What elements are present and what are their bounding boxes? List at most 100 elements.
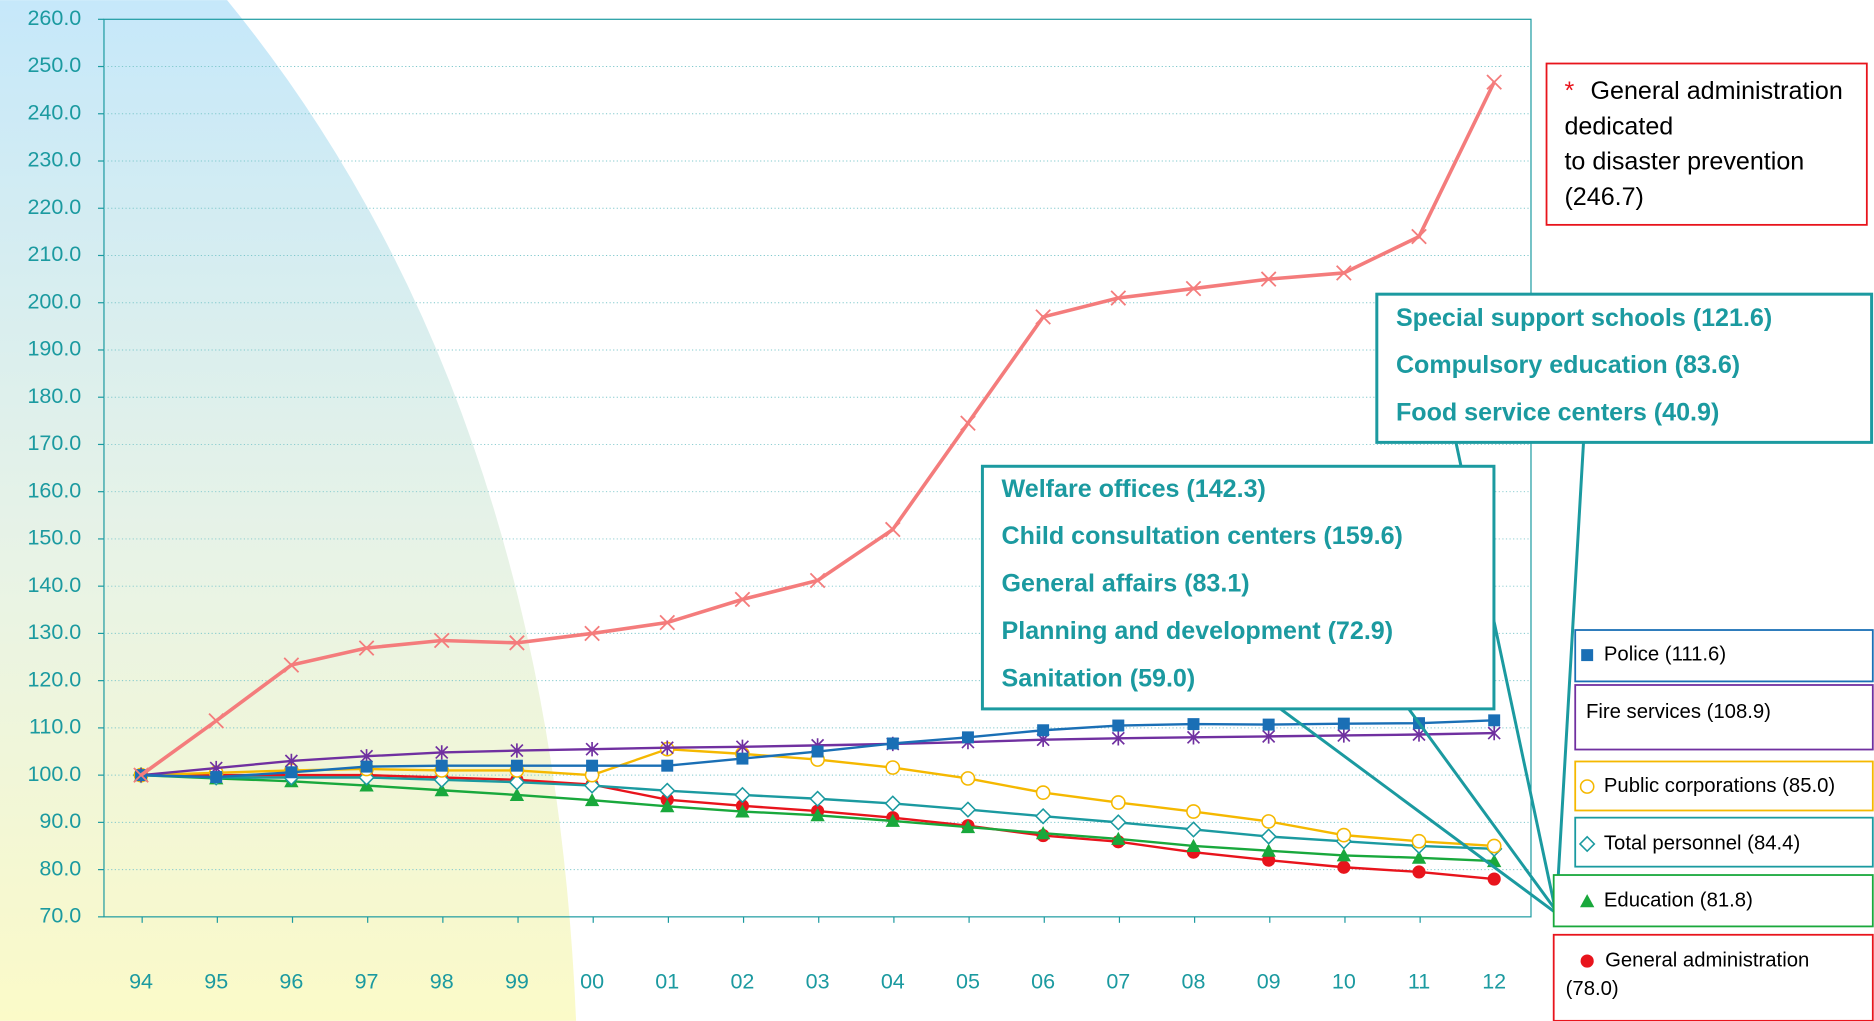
marker xyxy=(283,657,300,673)
x-tick-label: 09 xyxy=(1257,969,1281,993)
y-tick-label: 140.0 xyxy=(27,573,81,597)
marker xyxy=(1110,795,1126,810)
callout-box xyxy=(980,464,1496,711)
marker xyxy=(433,632,450,649)
marker xyxy=(960,771,976,786)
legend-label: Fire services (108.9) xyxy=(1586,701,1771,723)
marker xyxy=(1262,853,1276,867)
marker xyxy=(1411,850,1427,864)
marker xyxy=(509,635,525,651)
marker xyxy=(1186,730,1201,745)
marker xyxy=(1111,831,1126,845)
marker xyxy=(1260,271,1277,287)
x-tick-label: 08 xyxy=(1182,969,1206,993)
legend-label: Police (111.6) xyxy=(1604,643,1726,665)
x-tick-label: 07 xyxy=(1106,969,1130,993)
marker xyxy=(434,783,449,797)
marker xyxy=(1580,954,1594,968)
marker xyxy=(210,771,223,783)
callout-box xyxy=(1375,292,1874,444)
marker xyxy=(884,521,901,538)
x-tick-label: 95 xyxy=(204,969,228,993)
marker xyxy=(1035,309,1051,325)
marker xyxy=(358,640,375,656)
y-tick-label: 220.0 xyxy=(27,195,81,219)
marker xyxy=(435,759,448,772)
marker xyxy=(1486,838,1502,854)
marker xyxy=(886,737,899,750)
legend-box xyxy=(1574,629,1874,683)
marker xyxy=(810,808,825,822)
marker xyxy=(284,753,298,769)
marker xyxy=(1581,649,1594,662)
marker xyxy=(1110,290,1127,306)
x-tick-label: 10 xyxy=(1332,969,1356,993)
marker xyxy=(133,767,149,783)
marker xyxy=(1486,74,1502,90)
marker xyxy=(734,591,751,608)
x-tick-label: 94 xyxy=(129,969,153,993)
marker xyxy=(586,759,599,772)
callout-text: Special support schools (121.6) xyxy=(1396,304,1772,332)
x-tick-label: 98 xyxy=(430,969,454,993)
x-tick-label: 00 xyxy=(580,969,604,993)
marker xyxy=(1336,827,1352,843)
y-tick-label: 160.0 xyxy=(27,478,81,502)
y-tick-label: 180.0 xyxy=(27,384,81,408)
y-tick-label: 130.0 xyxy=(27,620,81,644)
marker xyxy=(1412,865,1426,879)
marker xyxy=(509,787,525,801)
y-tick-label: 230.0 xyxy=(27,148,81,172)
marker xyxy=(660,740,674,755)
callout-text: Planning and development (72.9) xyxy=(1002,617,1394,645)
marker xyxy=(809,790,826,808)
marker xyxy=(1488,714,1501,727)
marker xyxy=(585,741,599,757)
marker xyxy=(658,782,676,799)
marker xyxy=(661,759,674,772)
marker xyxy=(358,769,375,786)
marker xyxy=(1185,280,1202,297)
marker xyxy=(1336,265,1352,281)
background-shape xyxy=(0,0,577,1021)
marker xyxy=(1112,719,1125,732)
marker xyxy=(1337,728,1351,743)
x-tick-label: 96 xyxy=(279,969,303,993)
note-text: * General administration dedicated to disa… xyxy=(1564,77,1842,211)
series xyxy=(134,725,1501,783)
x-tick-label: 11 xyxy=(1408,969,1430,993)
marker xyxy=(1186,838,1201,852)
marker xyxy=(1187,718,1200,731)
note-mark: * xyxy=(1564,77,1574,105)
note-box xyxy=(1545,62,1868,226)
callout-text: Food service centers (40.9) xyxy=(1396,398,1719,426)
marker xyxy=(510,743,524,758)
x-tick-label: 01 xyxy=(655,969,679,993)
x-tick-label: 06 xyxy=(1031,969,1055,993)
callout-text: Sanitation (59.0) xyxy=(1002,665,1196,693)
marker xyxy=(959,801,977,818)
legend-line: (78.0) xyxy=(1566,978,1619,1000)
marker xyxy=(1578,835,1596,853)
marker xyxy=(960,819,976,834)
marker xyxy=(360,760,373,773)
marker xyxy=(735,739,749,754)
marker xyxy=(1411,228,1427,245)
callout-text: Child consultation centers (159.6) xyxy=(1002,522,1403,550)
marker xyxy=(583,777,601,794)
marker xyxy=(884,795,902,812)
y-tick-label: 110.0 xyxy=(29,715,81,739)
legend-line: General administration xyxy=(1605,949,1809,971)
marker xyxy=(736,752,749,765)
y-tick-label: 200.0 xyxy=(27,289,81,313)
marker xyxy=(961,731,974,744)
marker xyxy=(885,760,901,775)
legend-label: Education (81.8) xyxy=(1604,890,1753,912)
marker xyxy=(885,813,900,827)
y-tick-label: 170.0 xyxy=(27,431,81,455)
x-tick-label: 03 xyxy=(806,969,830,993)
y-tick-label: 190.0 xyxy=(27,337,81,361)
marker xyxy=(285,766,298,779)
marker xyxy=(811,745,824,758)
